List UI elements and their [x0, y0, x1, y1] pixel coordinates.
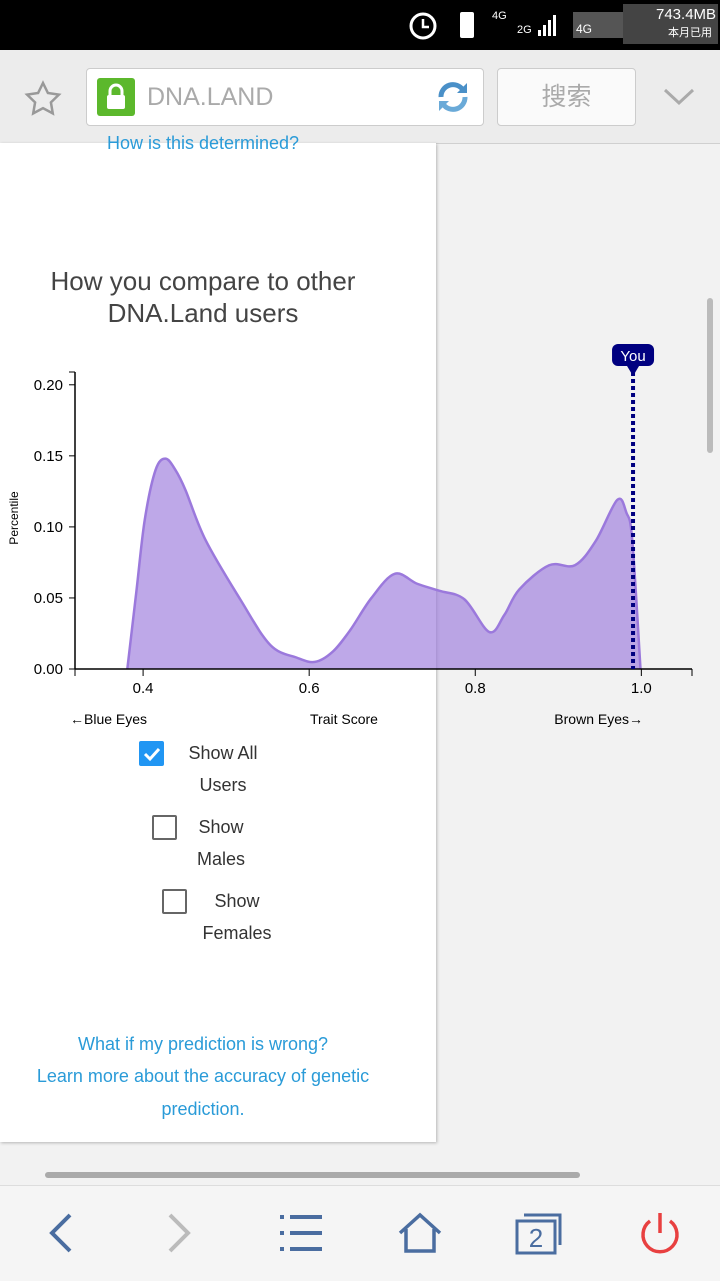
- y-tick-label: 0.15: [34, 448, 63, 465]
- x-tick-label: 0.8: [465, 680, 486, 697]
- network-label: 4G: [573, 12, 624, 38]
- status-bar: 4G 2G 4G 743.4MB 本月已用: [0, 0, 720, 50]
- checkbox-label: Show Males: [196, 817, 245, 869]
- forward-button[interactable]: [160, 1211, 200, 1255]
- home-button[interactable]: [396, 1211, 444, 1255]
- marker-label: You: [620, 348, 645, 365]
- url-bar[interactable]: DNA.LAND: [86, 68, 484, 126]
- x-tick-label: 1.0: [631, 680, 652, 697]
- menu-button[interactable]: [278, 1213, 324, 1255]
- alarm-icon: [409, 12, 437, 40]
- checkbox-row[interactable]: Show Females: [162, 889, 282, 949]
- back-button[interactable]: [40, 1211, 80, 1255]
- signal-icon: [538, 15, 556, 36]
- marker-pointer: [627, 366, 640, 376]
- menu-chevron[interactable]: [662, 86, 696, 108]
- checkbox-label: Show All Users: [188, 743, 258, 795]
- network-label: 4G: [492, 10, 507, 22]
- phone-icon: [460, 12, 474, 38]
- tabs-button[interactable]: 2: [514, 1211, 566, 1257]
- bookmark-star[interactable]: [24, 80, 62, 116]
- area-outline: [126, 457, 642, 670]
- refresh-icon[interactable]: [433, 77, 473, 117]
- axis-note: ←Blue Eyes: [70, 711, 147, 727]
- search-button[interactable]: 搜索: [497, 68, 636, 126]
- checkbox-row[interactable]: Show All Users: [139, 741, 269, 801]
- axis-note: Brown Eyes→: [554, 711, 643, 727]
- y-axis-label: Percentile: [7, 491, 21, 545]
- x-tick-label: 0.6: [299, 680, 320, 697]
- marker-badge: [612, 344, 655, 366]
- y-tick-label: 0.00: [34, 661, 63, 678]
- checkbox[interactable]: [139, 741, 164, 766]
- lock-icon: [97, 78, 135, 116]
- y-tick-label: 0.20: [34, 377, 63, 394]
- chart: 0.00 0.05 0.10 0.15 0.20 0.4 0.6 0.8 1.0 Percenti…: [7, 344, 693, 727]
- y-tick-label: 0.05: [34, 590, 63, 607]
- x-axis-label: Trait Score: [310, 711, 378, 727]
- checkbox[interactable]: [152, 815, 177, 840]
- tab-count: 2: [529, 1223, 543, 1253]
- power-button[interactable]: [636, 1211, 684, 1259]
- network-label: 2G: [517, 24, 532, 36]
- link[interactable]: What if my prediction is wrong?: [77, 1034, 329, 1054]
- data-used: 743.4MB: [656, 6, 717, 23]
- top-link[interactable]: How is this determined?: [106, 133, 300, 153]
- bottom-nav: 2: [0, 1185, 720, 1281]
- checkbox-label: Show Females: [202, 891, 272, 943]
- browser-toolbar: DNA.LAND 搜索: [0, 50, 720, 144]
- scrollbar: [45, 1172, 580, 1178]
- checkbox[interactable]: [162, 889, 187, 914]
- x-tick-label: 0.4: [133, 680, 154, 697]
- checkbox-row[interactable]: Show Males: [152, 815, 262, 875]
- area: [127, 458, 641, 669]
- data-label: 本月已用: [668, 27, 712, 39]
- url-text: DNA.LAND: [147, 83, 274, 111]
- y-tick-label: 0.10: [34, 519, 63, 536]
- scrollbar: [707, 298, 713, 453]
- link[interactable]: Learn more about the accuracy of genetic…: [36, 1066, 370, 1119]
- section-heading: How you compare to other DNA.Land users: [50, 266, 356, 328]
